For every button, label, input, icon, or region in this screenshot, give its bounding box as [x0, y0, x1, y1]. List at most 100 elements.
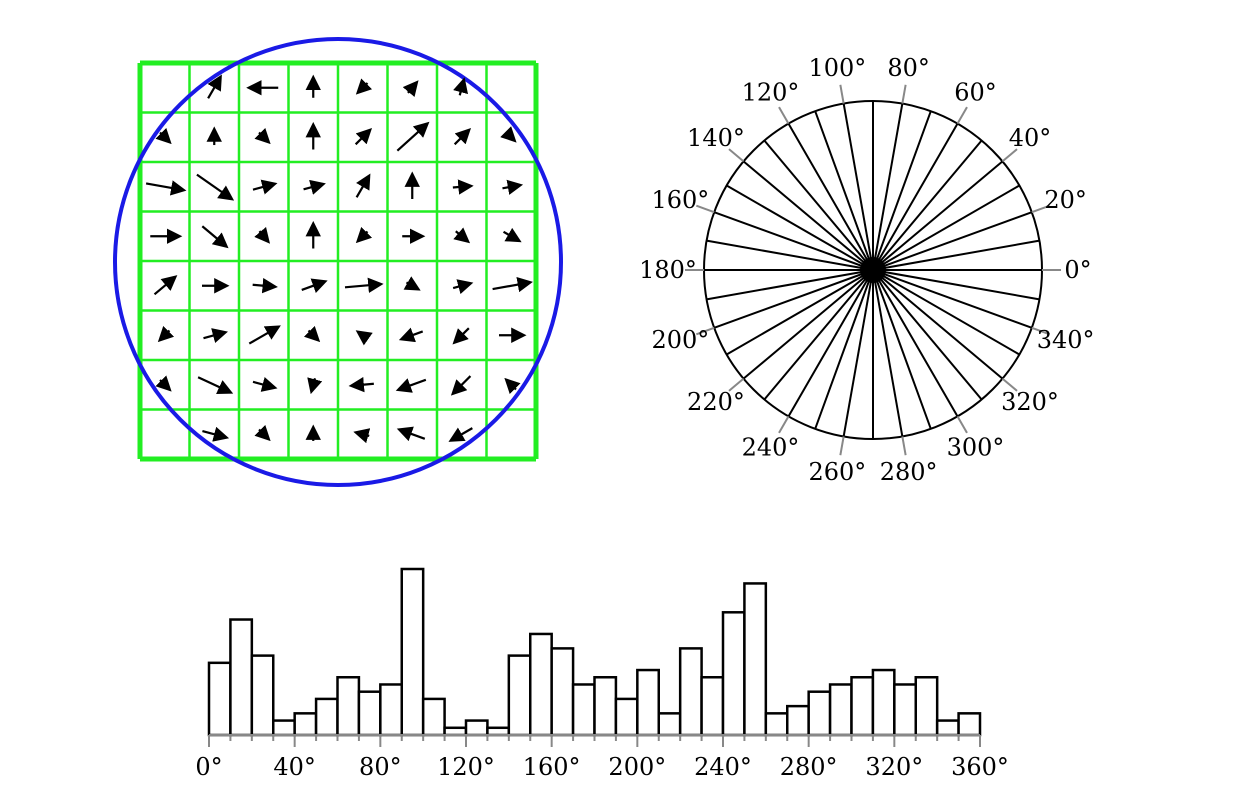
- gradient-arrow: [355, 330, 373, 346]
- histogram-x-tick-label: 40°: [273, 753, 316, 781]
- wheel-angle-label: 60°: [954, 78, 997, 106]
- wheel-spoke: [872, 269, 959, 417]
- wheel-spoke: [872, 211, 1033, 271]
- gradient-arrow: [453, 227, 471, 244]
- wheel-spoke: [814, 269, 874, 430]
- wheel-spoke: [814, 110, 874, 271]
- histogram-bar: [678, 647, 703, 737]
- wheel-angle-label: 160°: [651, 186, 709, 214]
- wheel-spoke: [726, 184, 874, 271]
- wheel-tick: [839, 436, 845, 456]
- wheel-spoke: [872, 269, 1004, 380]
- histogram-bar: [700, 676, 725, 737]
- wheel-tick: [728, 377, 745, 392]
- histogram-bar: [957, 712, 982, 737]
- gradient-arrow: [448, 427, 473, 442]
- gradient-arrow: [354, 127, 373, 146]
- wheel-angle-label: 240°: [742, 434, 800, 462]
- histogram-bar: [250, 654, 275, 737]
- wheel-angle-label: 220°: [687, 388, 745, 416]
- wheel-spoke: [872, 110, 932, 271]
- histogram-bar: [721, 611, 746, 737]
- wheel-angle-label: 280°: [880, 458, 938, 486]
- gradient-arrow: [197, 376, 234, 395]
- wheel-angle-label: 20°: [1044, 186, 1087, 214]
- histogram-bar: [935, 719, 960, 737]
- wheel-spoke: [713, 211, 874, 271]
- histogram-bar: [272, 719, 296, 737]
- wheel-spoke: [706, 239, 874, 271]
- wheel-spoke: [787, 269, 874, 417]
- wheel-angle-label: 180°: [639, 256, 697, 284]
- wheel-tick: [901, 436, 907, 456]
- wheel-angle-label: 200°: [651, 326, 709, 354]
- wheel-spoke: [726, 269, 874, 356]
- orientation-histogram: 0° 40° 80° 120° 160° 200° 240° 280° 320° 360°: [195, 567, 1009, 781]
- wheel-angle-label: 0°: [1064, 256, 1091, 284]
- wheel-spoke: [706, 269, 874, 301]
- wheel-tick: [728, 148, 745, 163]
- wheel-tick: [1001, 377, 1018, 392]
- histogram-bar: [443, 726, 468, 737]
- gradient-arrow: [248, 325, 281, 345]
- wheel-angle-label: 260°: [808, 458, 866, 486]
- wheel-hub: [860, 257, 886, 283]
- gradient-arrow: [303, 179, 326, 195]
- histogram-bar: [336, 676, 361, 737]
- histogram-bar: [914, 676, 939, 737]
- histogram-bar: [314, 697, 339, 737]
- histogram-x-tick-label: 240°: [694, 753, 752, 781]
- wheel-spoke: [872, 139, 983, 271]
- histogram-bar: [614, 697, 639, 737]
- gradient-arrow: [301, 278, 328, 294]
- histogram-bar: [507, 654, 532, 737]
- histogram-bar: [357, 690, 382, 737]
- wheel-spoke: [787, 123, 874, 271]
- histogram-x-tick-label: 160°: [523, 753, 581, 781]
- gradient-arrow: [145, 180, 187, 196]
- histogram-bar: [400, 567, 425, 737]
- wheel-spoke: [872, 269, 1020, 356]
- wheel-tick: [956, 415, 968, 434]
- histogram-bar: [486, 726, 511, 737]
- histogram-bar: [828, 683, 853, 737]
- gradient-arrow: [402, 80, 419, 98]
- gradient-arrow: [153, 275, 178, 296]
- gradient-arrow: [254, 226, 271, 244]
- wheel-spoke: [842, 269, 874, 437]
- wheel-angle-label: 340°: [1037, 326, 1095, 354]
- histogram-bar: [421, 697, 446, 737]
- wheel-spoke: [742, 269, 874, 380]
- wheel-spoke: [872, 269, 983, 401]
- wheel-spoke: [763, 269, 874, 401]
- wheel-tick: [956, 106, 968, 125]
- wheel-spoke: [872, 184, 1020, 271]
- gradient-arrow: [504, 377, 521, 395]
- gradient-arrow: [453, 127, 472, 146]
- wheel-spoke: [763, 139, 874, 271]
- histogram-x-tick-label: 120°: [437, 753, 495, 781]
- histogram-x-tick-label: 320°: [865, 753, 923, 781]
- wheel-tick: [1031, 204, 1051, 214]
- gradient-arrow: [355, 173, 371, 198]
- gradient-arrow: [254, 127, 271, 145]
- histogram-bar: [464, 719, 489, 737]
- histogram-bar: [529, 632, 553, 737]
- histogram-bar: [229, 618, 254, 737]
- gradient-arrow: [196, 173, 235, 201]
- histogram-bar: [571, 683, 596, 737]
- gradient-field-panel: [113, 37, 563, 487]
- wheel-tick: [1001, 148, 1018, 163]
- gradient-arrow: [254, 424, 271, 442]
- wheel-tick: [778, 415, 790, 434]
- histogram-bar: [379, 683, 404, 737]
- gradient-arrow: [303, 325, 321, 343]
- wheel-spoke: [872, 269, 932, 430]
- gradient-arrow: [252, 377, 278, 392]
- orientation-wheel-panel: 0° 20° 40° 60° 80° 100° 120° 140° 160° 180° 200° 22…: [639, 54, 1094, 486]
- gradient-arrow: [252, 277, 278, 294]
- histogram-bar: [807, 690, 832, 737]
- wheel-tick: [1031, 326, 1051, 336]
- gradient-arrow: [396, 426, 426, 442]
